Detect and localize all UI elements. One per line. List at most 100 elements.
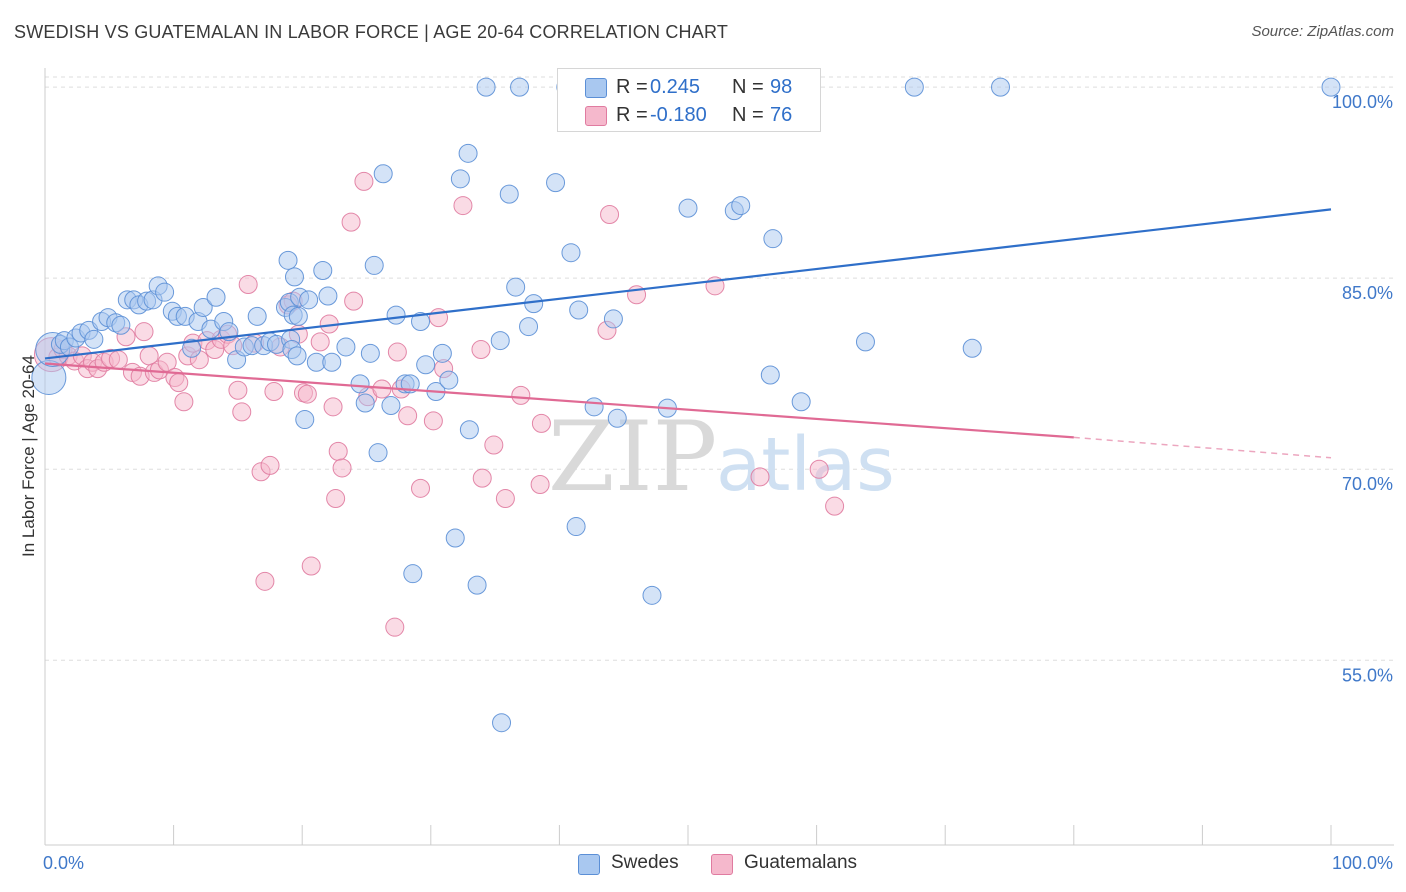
swedes-trend-line <box>44 208 1332 360</box>
guatemalans-point <box>255 571 275 591</box>
swedes-point <box>322 352 342 372</box>
swedes-point <box>182 338 202 358</box>
swedes-point <box>990 77 1010 97</box>
guatemalans-trend-line <box>44 362 1074 439</box>
swedes-r-value: 0.245 <box>650 76 701 98</box>
swedes-point <box>731 196 751 216</box>
swedes-point <box>373 164 393 184</box>
guatemalans-point <box>471 340 491 360</box>
guatemalans-point <box>423 411 443 431</box>
swedes-point <box>904 77 924 97</box>
guatemalans-point <box>354 171 374 191</box>
guatemalans-points <box>33 171 845 637</box>
swedes-point <box>84 329 104 349</box>
swedes-point <box>546 173 566 193</box>
guatemalans-point <box>484 435 504 455</box>
series-legend: Swedes Guatemalans <box>0 852 1406 878</box>
legend-row-swedes: R = 0.245 N = 98 <box>558 73 820 103</box>
swedes-point <box>432 343 452 363</box>
swedes-point <box>439 370 459 390</box>
guatemalans-point <box>108 350 128 370</box>
swedes-point <box>607 408 627 428</box>
axes <box>44 68 1394 846</box>
swedes-point <box>278 250 298 270</box>
guatemalans-point <box>297 384 317 404</box>
watermark: ZIP atlas <box>548 401 895 513</box>
watermark-atlas: atlas <box>716 422 895 508</box>
guatemalans-point <box>453 196 473 216</box>
guatemalans-legend-swatch <box>711 854 733 875</box>
grid-lines <box>45 76 1394 661</box>
swedes-point <box>1321 77 1341 97</box>
swedes-point <box>519 317 539 337</box>
guatemalans-r-label: R = <box>616 104 648 126</box>
swedes-point <box>416 355 436 375</box>
guatemalans-point <box>301 556 321 576</box>
swedes-point <box>524 294 544 314</box>
swedes-point <box>566 517 586 537</box>
swedes-swatch <box>585 78 607 98</box>
swedes-point <box>445 528 465 548</box>
swedes-r-label: R = <box>616 76 648 98</box>
guatemalans-point <box>228 380 248 400</box>
y-tick-label: 55.0% <box>1342 665 1393 685</box>
swedes-point <box>247 306 267 326</box>
x-tick-label: 100.0% <box>1332 853 1393 873</box>
swedes-point <box>386 305 406 325</box>
guatemalans-point <box>825 496 845 516</box>
swedes-point <box>295 410 315 430</box>
trend-lines <box>44 208 1332 459</box>
swedes-point <box>155 282 175 302</box>
swedes-n-value: 98 <box>770 76 793 98</box>
swedes-point <box>510 77 530 97</box>
guatemalans-point <box>344 291 364 311</box>
swedes-point <box>492 713 512 733</box>
guatemalans-point <box>472 468 492 488</box>
guatemalans-point <box>511 385 531 405</box>
guatemalans-point <box>387 342 407 362</box>
swedes-point <box>355 393 375 413</box>
swedes-point <box>318 286 338 306</box>
chart-title: SWEDISH VS GUATEMALAN IN LABOR FORCE | A… <box>14 22 729 42</box>
guatemalans-point <box>174 392 194 412</box>
swedes-point <box>458 143 478 163</box>
y-tick-label: 85.0% <box>1342 283 1393 303</box>
guatemalans-point <box>332 458 352 478</box>
guatemalans-point <box>750 467 770 487</box>
swedes-point <box>763 229 783 249</box>
guatemalans-swatch <box>585 106 607 126</box>
swedes-point <box>459 420 479 440</box>
swedes-point <box>111 315 131 335</box>
swedes-point <box>499 184 519 204</box>
swedes-point <box>299 290 319 310</box>
swedes-legend-swatch <box>578 854 600 875</box>
swedes-point <box>206 287 226 307</box>
swedes-point <box>360 343 380 363</box>
guatemalans-n-label: N = <box>732 104 764 126</box>
watermark-zip: ZIP <box>548 401 717 513</box>
guatemalans-point <box>809 459 829 479</box>
swedes-point <box>284 267 304 287</box>
swedes-n-label: N = <box>732 76 764 98</box>
swedes-point <box>490 331 510 351</box>
guatemalans-legend-label: Guatemalans <box>744 852 858 873</box>
swedes-point <box>193 297 213 317</box>
guatemalans-point <box>531 413 551 433</box>
guatemalans-point <box>530 475 550 495</box>
y-tick-label: 100.0% <box>1332 92 1393 112</box>
guatemalans-point <box>385 617 405 637</box>
swedes-point <box>467 575 487 595</box>
swedes-point <box>288 306 308 326</box>
y-tick-label: 70.0% <box>1342 474 1393 494</box>
swedes-point <box>364 255 384 275</box>
swedes-point <box>642 585 662 605</box>
guatemalans-point <box>341 212 361 232</box>
swedes-point <box>760 365 780 385</box>
source-label: Source: ZipAtlas.com <box>1251 23 1394 40</box>
guatemalans-n-value: 76 <box>770 104 793 126</box>
swedes-point <box>287 346 307 366</box>
swedes-point <box>381 396 401 416</box>
guatemalans-point <box>411 478 431 498</box>
tick-labels: 55.0% 70.0% 85.0% 100.0% 0.0% 100.0% In Labor … <box>19 92 1393 873</box>
